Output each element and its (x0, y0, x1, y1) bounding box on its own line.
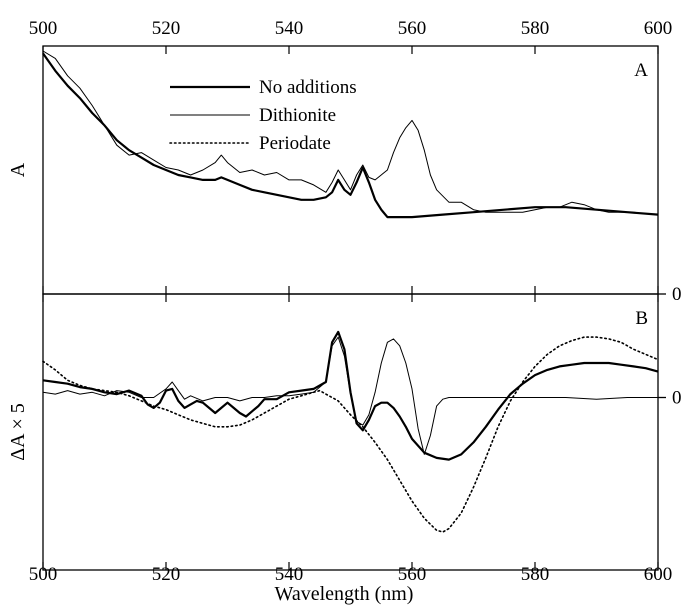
legend-label: Dithionite (259, 105, 336, 126)
series-line-periodate (42, 336, 659, 533)
x-tick-label-top: 580 (521, 18, 550, 39)
x-axis-title: Wavelength (nm) (275, 583, 414, 605)
legend-label: No additions (259, 77, 357, 98)
series-line-dithionite (42, 336, 658, 455)
series-line-dithionite (42, 50, 659, 216)
x-tick-label-top: 520 (152, 18, 181, 39)
x-tick-label-bottom: 520 (152, 564, 181, 585)
zero-label: 0 (672, 284, 682, 305)
x-tick-label-bottom: 540 (275, 564, 304, 585)
x-tick-label-top: 540 (275, 18, 304, 39)
x-tick-label-top: 500 (29, 18, 58, 39)
x-tick-label-bottom: 500 (29, 564, 58, 585)
zero-label: 0 (672, 388, 682, 409)
panel-b: 0 B ΔA × 5 (7, 293, 682, 571)
y-axis-title: A (7, 162, 29, 177)
x-tick-label-bottom: 560 (398, 564, 427, 585)
legend: No additions Dithionite Periodate (169, 77, 357, 154)
x-tick-label-top: 600 (644, 18, 673, 39)
x-tick-label-top: 560 (398, 18, 427, 39)
legend-label: Periodate (259, 133, 331, 154)
panel-letter: A (634, 60, 648, 81)
panel-letter: B (635, 308, 648, 329)
y-axis-title: ΔA × 5 (7, 403, 29, 460)
x-axes: 500 500 520 520 540 540 560 560 580 580 600 600 (29, 18, 673, 585)
panel-frame (42, 293, 659, 571)
x-tick-label-bottom: 580 (521, 564, 550, 585)
series-line-no-additions (42, 52, 659, 219)
x-tick-label-bottom: 600 (644, 564, 673, 585)
